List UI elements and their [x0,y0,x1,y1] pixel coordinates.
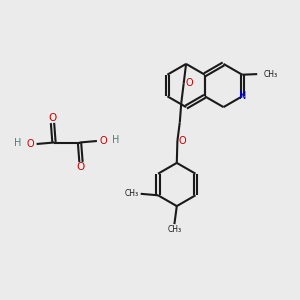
Text: H: H [112,135,119,146]
Text: CH₃: CH₃ [264,70,278,79]
Text: H: H [14,138,22,148]
Text: O: O [179,136,187,146]
Text: CH₃: CH₃ [125,189,139,198]
Text: O: O [99,136,106,146]
Text: O: O [48,112,57,123]
Text: CH₃: CH₃ [167,225,182,234]
Text: N: N [239,91,247,101]
Text: O: O [185,78,193,88]
Text: O: O [27,139,34,149]
Text: O: O [77,162,85,172]
